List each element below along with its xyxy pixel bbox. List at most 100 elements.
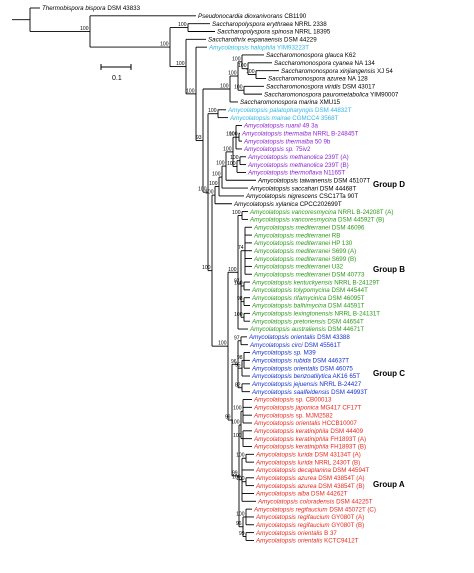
taxon-label: Amycolatopsis lurida NRRL 2430T (B) [255, 459, 360, 466]
group-d-label: Group D [373, 180, 405, 189]
taxon-genus: Amycolatopsis orientalis [255, 530, 322, 537]
taxon-label: Amycolatopsis xylanica CPCC202699T [233, 201, 342, 208]
taxon-strain: CPCC202699T [298, 201, 342, 208]
taxon-strain: DSM 44591T [326, 303, 364, 310]
taxon-strain: NRRL B-24208T (A) [336, 209, 393, 216]
taxon-label: Saccharomonospora cyanea NA 134 [274, 60, 375, 67]
taxon-strain: XMU15 [318, 99, 341, 106]
group-c-label: Group C [373, 369, 405, 378]
taxon-label: Amycolatopsis orientalis KCTC9412T [255, 538, 359, 545]
taxon-label: Saccharomonospora glauca K62 [266, 52, 356, 59]
taxon-strain: sp. CB00013 [294, 397, 332, 404]
taxon-strain: DSM 44468T [318, 185, 356, 192]
taxon-label: Amycolatopsis halophila YIM93223T [208, 44, 309, 51]
taxon-genus: Amycolatopsis jejuensis [251, 381, 318, 388]
taxon-genus: Amycolatopsis [253, 412, 294, 419]
taxon-label: Saccharomonospora azurea NA 128 [268, 76, 368, 83]
taxon-label: Amycolatopsis methanolica 239T (B) [247, 162, 349, 169]
taxon-strain: DSM 44637T [311, 358, 349, 365]
taxon-strain: XJ 54 [375, 68, 393, 75]
bootstrap-value: 100 [198, 187, 207, 193]
bootstrap-value: 100 [229, 132, 238, 138]
taxon-genus: Amycolatopsis keratiniphila [253, 436, 329, 443]
taxon-genus: Amycolatopsis vancoresmycina [249, 217, 337, 224]
bootstrap-value: 100 [232, 474, 241, 480]
bootstrap-value: 100 [178, 22, 187, 28]
taxon-label: Thermobispora bispora DSM 43833 [42, 5, 141, 12]
taxon-genus: Amycolatopsis regifaucium [255, 522, 330, 529]
taxon-strain: KCTC9412T [322, 538, 358, 545]
taxon-genus: Amycolatopsis thermoflava [247, 170, 322, 177]
taxon-strain: DSM 44225T [334, 498, 372, 505]
taxon-strain: DSM 44229 [282, 37, 317, 44]
taxon-strain: N1165T [322, 170, 345, 177]
taxon-genus: Amycolatopsis azurea [255, 483, 317, 490]
bootstrap-value: 100 [232, 210, 241, 216]
taxon-genus: Amycolatopsis lexingtonensis [251, 311, 333, 318]
taxon-genus: Saccharopolyspora spinosa [217, 29, 294, 36]
taxon-label: Amycolatopsis regifaucium DSM 45072T (C) [253, 506, 376, 513]
taxon-label: Saccharomonospora paurometabolica YIM900… [264, 91, 399, 98]
taxon-strain: DSM 45072T (C) [328, 506, 376, 513]
taxon-label: Amycolatopsis mairae CGMCC4 3568T [229, 115, 339, 122]
bootstrap-value: 100 [228, 267, 237, 273]
bootstrap-value: 100 [234, 280, 243, 286]
taxon-genus: Amycolatopsis lurida [255, 452, 313, 459]
taxon-label: Amycolatopsis azurea DSM 43854T (B) [255, 483, 365, 490]
taxon-label: Amycolatopsis keratiniphila FH1893T (B) [253, 444, 366, 451]
taxon-genus: Amycolatopsis orientalis [255, 538, 322, 545]
taxon-strain: DSM 44592T (B) [336, 217, 384, 224]
taxon-genus: Saccharomonospora paurometabolica [264, 91, 369, 98]
taxon-label: Amycolatopsis sp. M39 [251, 350, 316, 357]
bootstrap-value: 95 [235, 363, 241, 369]
bootstrap-value: 100 [246, 69, 255, 75]
taxon-strain: DSM 44993T [329, 389, 367, 396]
taxon-strain: DSM 43833 [106, 5, 141, 12]
taxon-label: Amycolatopsis alba DSM 44262T [255, 491, 348, 498]
taxon-genus: Amycolatopsis xylanica [233, 201, 299, 208]
taxon-genus: Amycolatopsis sp. [243, 146, 294, 153]
taxon-genus: Amycolatopsis nigrescens [245, 193, 318, 200]
taxon-label: Amycolatopsis mediterranei S699 (B) [253, 256, 356, 263]
bootstrap-value: 100 [220, 83, 229, 89]
bootstrap-value: 100 [80, 26, 89, 32]
taxon-genus: Amycolatopsis balhimycina [251, 303, 327, 310]
taxon-label: Amycolatopsis rifamycinica DSM 46095T [251, 295, 365, 302]
bootstrap-value: 100 [223, 146, 232, 152]
taxon-genus: Saccharomonospora viridis [266, 84, 341, 91]
bootstrap-value: 100 [234, 312, 243, 318]
taxon-strain: DSM 46096 [330, 224, 365, 231]
taxon-strain: sp. MJM2582 [294, 412, 333, 419]
bootstrap-value: 100 [233, 433, 242, 439]
bootstrap-value: 100 [236, 476, 245, 482]
taxon-strain: NRRL B-24845T [311, 130, 358, 137]
taxon-label: Saccharopolyspora erythraea NRRL 2338 [212, 21, 327, 28]
taxon-strain: CSC17Ta 90T [318, 193, 359, 200]
taxon-strain: 239T (B) [323, 162, 349, 169]
taxon-label: Amycolatopsis circi DSM 45561T [249, 342, 341, 349]
taxon-label: Amycolatopsis tolypomycina DSM 44544T [251, 287, 368, 294]
bootstrap-value: 100 [233, 406, 242, 412]
taxon-genus: Amycolatopsis saalfeldensis [251, 389, 329, 396]
bootstrap-value: 93 [196, 135, 202, 141]
taxon-genus: Amycolatopsis mediterranei [253, 232, 331, 239]
taxon-strain: 239T (A) [323, 154, 349, 161]
group-b-label: Group B [373, 265, 405, 274]
taxon-genus: Amycolatopsis azurea [255, 475, 317, 482]
taxon-label: Amycolatopsis mediterranei DSM 40773 [253, 271, 365, 278]
taxon-strain: DSM 43017 [341, 84, 376, 91]
taxon-label: Amycolatopsis mediterranei DSM 46096 [253, 224, 365, 231]
taxon-genus: Amycolatopsis thermalba [241, 130, 312, 137]
taxon-strain: DSM 44262T [309, 491, 347, 498]
taxon-genus: Amycolatopsis sp. [251, 350, 302, 357]
bootstrap-value: 100 [232, 56, 241, 62]
taxon-label: Saccharomonospora viridis DSM 43017 [266, 84, 376, 91]
taxon-strain: K62 [343, 52, 356, 59]
taxon-label: Saccharopolyspora spinosa NRRL 18395 [217, 29, 331, 36]
taxon-genus: Amycolatopsis palatopharyngis [227, 107, 313, 114]
taxon-genus: Saccharopolyspora erythraea [212, 21, 293, 28]
taxon-genus: Amycolatopsis keratiniphila [253, 444, 329, 451]
taxon-strain: CGMCC4 3568T [291, 115, 339, 122]
taxon-strain: NRRL B-24131T [333, 311, 380, 318]
